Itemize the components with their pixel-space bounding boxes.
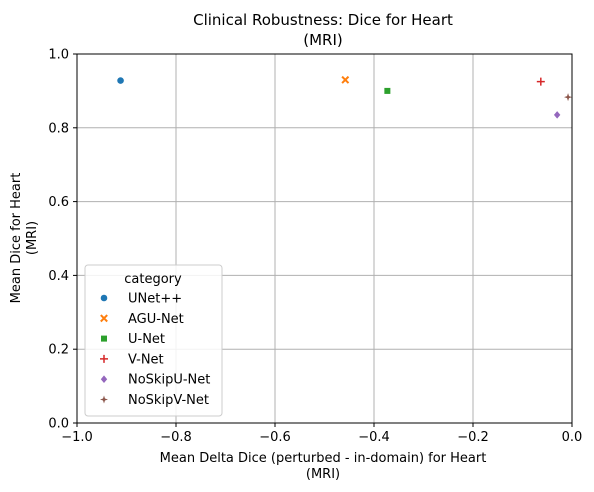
chart-title-line-2: (MRI) [303, 31, 343, 49]
x-axis-label-line-2: (MRI) [306, 467, 340, 482]
plot-frame [76, 53, 573, 424]
legend-label-unetplusplus: UNet++ [128, 292, 182, 307]
x-tick-label: 0.0 [562, 430, 583, 445]
x-tick-label: −1.0 [61, 430, 93, 445]
axis-labels: Mean Delta Dice (perturbed - in-domain) … [9, 173, 486, 482]
y-tick-label: 0.0 [48, 417, 69, 432]
legend-items: UNet++ AGU-Net U-Net V-Net NoSkipU-Net NoSkip… [100, 292, 210, 408]
data-point-u-net [384, 87, 391, 94]
x-tick-label: −0.6 [259, 430, 291, 445]
legend-marker-noskipv-net [100, 395, 108, 404]
legend-label-agu-net: AGU-Net [128, 312, 184, 327]
data-point-noskipu-net [553, 111, 561, 119]
legend-marker-unetplusplus [100, 294, 108, 302]
y-tick-label: 0.8 [48, 121, 69, 136]
data-points [116, 75, 573, 119]
chart-title-line-1: Clinical Robustness: Dice for Heart [193, 11, 453, 29]
chart-title: Clinical Robustness: Dice for Heart (MRI… [193, 11, 453, 49]
y-axis-label-line-1: Mean Dice for Heart [9, 173, 24, 304]
data-point-agu-net [341, 75, 350, 84]
y-tick-label: 1.0 [48, 48, 69, 63]
legend-label-noskipv-net: NoSkipV-Net [128, 393, 209, 408]
data-point-unetplusplus [116, 76, 125, 85]
x-tick-label: −0.2 [457, 430, 489, 445]
legend-marker-u-net [101, 335, 107, 342]
legend: category UNet++ AGU-Net U-Net V-Net NoSkipU-… [84, 264, 223, 417]
y-tick-label: 0.2 [48, 343, 69, 358]
legend-marker-agu-net [100, 314, 108, 323]
legend-label-noskipu-net: NoSkipU-Net [128, 373, 210, 388]
data-point-v-net [536, 77, 545, 86]
data-point-noskipv-net [564, 93, 573, 102]
legend-label-v-net: V-Net [128, 352, 164, 367]
legend-title: category [124, 272, 182, 287]
y-tick-label: 0.6 [48, 195, 69, 210]
x-axis-label-line-1: Mean Delta Dice (perturbed - in-domain) … [160, 451, 487, 466]
y-tick-label: 0.4 [48, 269, 69, 284]
y-axis-label-line-2: (MRI) [25, 221, 40, 255]
legend-marker-noskipu-net [100, 375, 108, 383]
x-tick-label: −0.8 [160, 430, 192, 445]
legend-label-u-net: U-Net [128, 332, 165, 347]
legend-box [84, 264, 223, 417]
ticks: −1.0 −0.8 −0.6 −0.4 −0.2 0.0 0.0 0.2 0.4 0.6 0.8 1.… [48, 48, 582, 446]
legend-marker-v-net [100, 354, 108, 363]
x-tick-label: −0.4 [358, 430, 390, 445]
